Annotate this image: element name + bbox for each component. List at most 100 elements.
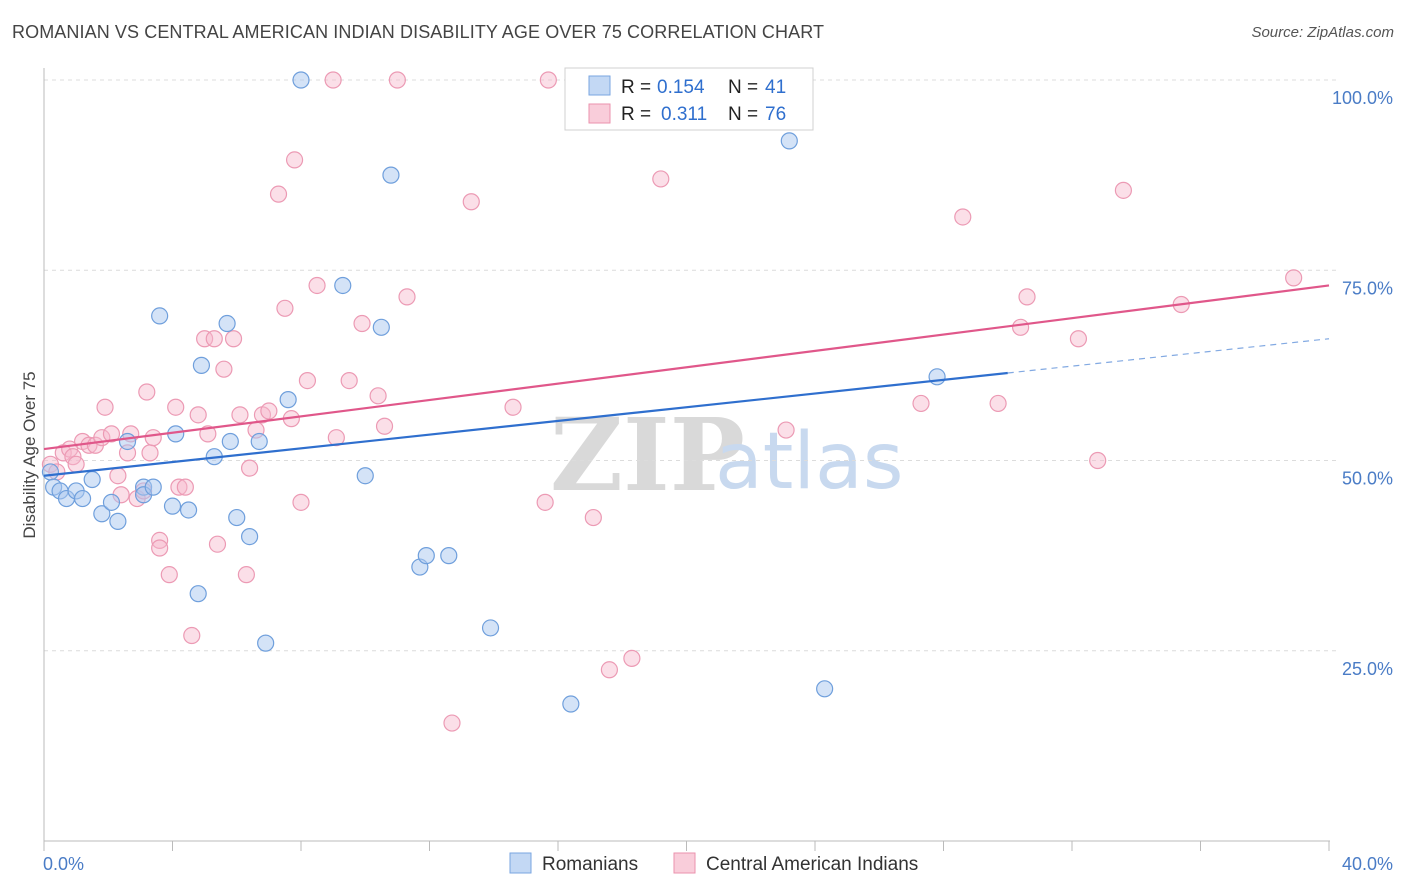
romanians-point-7 <box>93 505 111 523</box>
cai-point-40 <box>260 402 278 420</box>
legend-r-label-romanians: R = <box>621 77 651 98</box>
cai-point-71 <box>1069 330 1088 348</box>
cai-point-70 <box>1018 288 1036 306</box>
cai-point-27 <box>183 626 201 645</box>
bottom-legend-swatch-romanians <box>509 852 532 874</box>
cai-point-66 <box>912 394 930 413</box>
romanians-point-21 <box>218 314 236 333</box>
cai-point-30 <box>199 425 217 443</box>
cai-point-58 <box>504 398 522 416</box>
y-tick-label-0: 100.0% <box>1332 88 1393 108</box>
legend-swatch-cai <box>588 103 611 124</box>
cai-point-52 <box>369 387 387 405</box>
y-tick-label-1: 75.0% <box>1342 278 1393 298</box>
cai-point-10 <box>96 398 114 416</box>
cai-point-54 <box>388 71 406 89</box>
romanians-point-26 <box>257 634 275 652</box>
watermark-zip: ZIP <box>550 396 745 514</box>
romanians-point-13 <box>144 478 162 496</box>
cai-point-75 <box>1285 269 1303 287</box>
cai-point-42 <box>276 299 294 317</box>
cai-point-18 <box>138 383 156 401</box>
romanians-point-17 <box>179 501 198 519</box>
legend-n-value-cai: 76 <box>765 104 786 125</box>
romanians-point-35 <box>440 547 458 565</box>
romanians-point-25 <box>250 432 268 451</box>
romanians-point-5 <box>73 489 92 508</box>
romanians-point-18 <box>189 585 207 603</box>
bottom-legend: Romanians Central American Indians <box>509 852 918 875</box>
trend-lines <box>43 284 1330 477</box>
bottom-legend-label-romanians: Romanians <box>542 854 638 875</box>
romanians-point-24 <box>241 527 259 546</box>
romanians-point-23 <box>228 508 246 527</box>
cai-point-22 <box>151 539 169 557</box>
trend-line-cai <box>43 284 1330 451</box>
romanians-point-28 <box>292 71 310 89</box>
bottom-legend-swatch-cai <box>673 852 696 874</box>
cai-point-23 <box>160 566 178 584</box>
cai-point-34 <box>224 330 243 348</box>
legend-n-label-romanians: N = <box>728 77 758 98</box>
cai-point-25 <box>170 478 188 496</box>
cai-point-31 <box>205 330 223 348</box>
cai-point-73 <box>1114 181 1133 199</box>
trend-line-romanians-extension <box>1007 338 1330 374</box>
romanians-point-29 <box>334 276 352 295</box>
romanians-point-14 <box>151 307 169 325</box>
romanians-point-8 <box>102 493 121 511</box>
cai-point-35 <box>231 406 249 424</box>
romanians-point-30 <box>356 467 374 485</box>
axes <box>43 68 1330 851</box>
watermark-atlas: atlas <box>715 417 904 507</box>
cai-point-51 <box>353 314 371 333</box>
cai-point-37 <box>241 459 259 477</box>
legend-n-value-romanians: 41 <box>765 77 786 98</box>
cai-point-50 <box>340 371 358 390</box>
romanians-point-10 <box>118 432 137 451</box>
cai-point-41 <box>269 185 288 203</box>
romanians-point-36 <box>481 619 500 637</box>
cai-point-68 <box>989 394 1007 413</box>
legend-n-label-cai: N = <box>728 104 758 125</box>
cai-point-62 <box>600 661 619 679</box>
x-tick-label-max: 40.0% <box>1342 854 1393 874</box>
romanians-point-0 <box>41 463 60 481</box>
romanians-point-32 <box>382 166 400 184</box>
romanians-point-19 <box>192 356 211 374</box>
y-tick-labels: 100.0% 75.0% 50.0% 25.0% <box>1332 88 1393 679</box>
y-tick-label-2: 50.0% <box>1342 469 1393 489</box>
legend-r-value-cai: 0.311 <box>661 104 707 125</box>
cai-point-24 <box>167 398 185 416</box>
romanians-point-27 <box>279 391 297 409</box>
cai-point-12 <box>109 467 127 485</box>
cai-point-46 <box>298 371 317 390</box>
bottom-legend-label-cai: Central American Indians <box>706 854 918 875</box>
romanians-point-9 <box>109 512 127 530</box>
cai-point-26 <box>176 478 194 496</box>
x-tick-label-min: 0.0% <box>43 854 84 874</box>
cai-point-32 <box>208 535 227 553</box>
romanians-point-6 <box>83 470 101 489</box>
cai-point-64 <box>652 170 670 188</box>
romanians-point-39 <box>780 132 798 150</box>
cai-point-65 <box>777 421 795 439</box>
romanians-point-31 <box>372 318 390 336</box>
cai-point-45 <box>292 493 310 511</box>
cai-point-47 <box>308 276 326 295</box>
cai-point-11 <box>102 425 121 443</box>
cai-point-44 <box>285 151 304 169</box>
legend-swatch-romanians <box>588 75 611 96</box>
cai-point-29 <box>196 330 214 348</box>
cai-point-48 <box>324 71 342 89</box>
cai-point-33 <box>215 360 233 378</box>
series-romanians-points <box>41 71 946 713</box>
grid-lines <box>44 79 1337 652</box>
romanians-point-34 <box>417 547 435 565</box>
legend-box: R = 0.154 N = 41 R = 0.311 N = 76 <box>564 67 814 131</box>
romanians-point-15 <box>163 497 182 515</box>
romanians-point-37 <box>562 695 580 713</box>
cai-point-59 <box>536 493 554 511</box>
cai-point-55 <box>398 288 416 306</box>
